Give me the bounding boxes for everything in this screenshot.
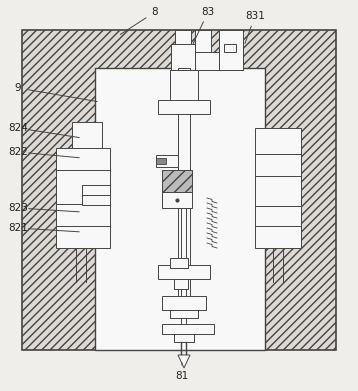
Text: 831: 831 [245, 11, 265, 21]
Bar [162, 296, 206, 310]
Bar [22, 30, 336, 350]
Bar [255, 154, 301, 206]
Text: 8: 8 [152, 7, 158, 17]
Bar [255, 206, 301, 248]
Bar [158, 265, 210, 279]
Bar [195, 52, 243, 70]
Bar [170, 70, 198, 102]
Bar [219, 30, 243, 70]
Text: 81: 81 [175, 371, 189, 381]
Bar [162, 170, 192, 192]
Bar [224, 44, 236, 52]
Bar [162, 192, 192, 208]
Bar [174, 334, 194, 342]
Bar [195, 30, 211, 52]
Text: 823: 823 [8, 203, 28, 213]
Bar [95, 68, 265, 350]
Text: 822: 822 [8, 147, 28, 157]
Bar [174, 279, 188, 289]
Bar [72, 122, 102, 148]
Bar [158, 100, 210, 114]
Text: 83: 83 [201, 7, 215, 17]
Bar [156, 155, 178, 167]
Text: 821: 821 [8, 223, 28, 233]
Bar [56, 148, 110, 204]
Bar [82, 185, 110, 205]
Bar [255, 128, 301, 154]
Bar [175, 30, 191, 70]
Bar [156, 158, 166, 164]
Bar [171, 44, 195, 72]
Bar [56, 204, 110, 248]
Text: 824: 824 [8, 123, 28, 133]
Text: 9: 9 [15, 83, 21, 93]
Bar [170, 258, 188, 268]
Polygon shape [178, 355, 190, 368]
Bar [162, 324, 214, 334]
Bar [170, 310, 198, 318]
Bar [178, 68, 190, 298]
